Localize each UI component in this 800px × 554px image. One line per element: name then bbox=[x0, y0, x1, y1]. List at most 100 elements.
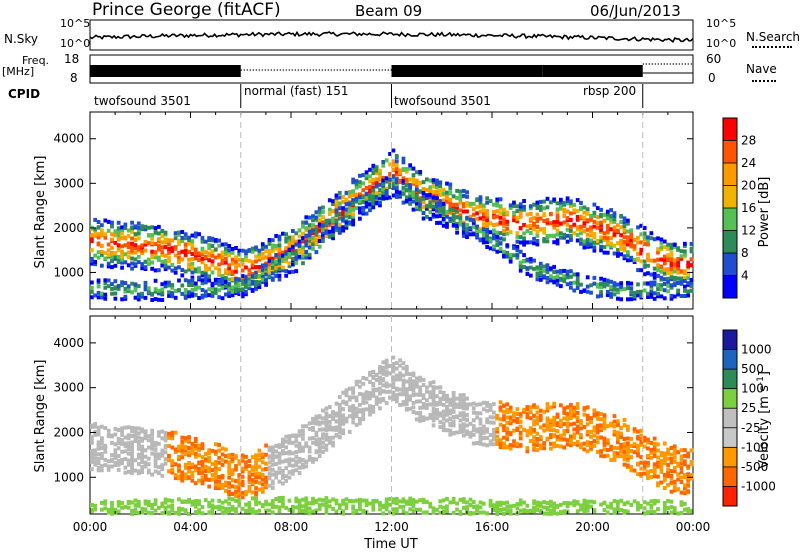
vel-cell bbox=[193, 454, 198, 459]
vel-cell bbox=[120, 438, 124, 443]
vel-axes-ytick-label-1: 2000 bbox=[53, 425, 84, 439]
vel-cell bbox=[492, 410, 496, 415]
vel-cell bbox=[602, 454, 607, 459]
power-cell bbox=[485, 233, 490, 238]
power-cell bbox=[394, 159, 399, 164]
vel-cell bbox=[331, 443, 335, 448]
power-cell bbox=[297, 239, 302, 244]
power-cell bbox=[471, 232, 476, 237]
power-cell bbox=[311, 214, 315, 219]
vel-cell bbox=[636, 435, 640, 440]
vel-cell bbox=[579, 442, 583, 447]
power-cell bbox=[183, 288, 188, 292]
vel-cell bbox=[90, 435, 94, 440]
power-cell bbox=[455, 206, 459, 211]
vel-cell bbox=[304, 459, 309, 464]
power-cell bbox=[170, 285, 175, 290]
vel-cell bbox=[401, 504, 406, 509]
power-cell bbox=[334, 193, 339, 198]
power-cell bbox=[602, 231, 607, 236]
vel-cell bbox=[538, 414, 543, 418]
vel-cell bbox=[190, 445, 195, 450]
vel-cell bbox=[334, 498, 339, 503]
vel-cell bbox=[428, 415, 433, 420]
power-cell bbox=[307, 233, 312, 238]
power-cell bbox=[672, 275, 677, 280]
power-cell bbox=[575, 272, 580, 277]
vel-cell bbox=[217, 507, 222, 511]
vel-cell bbox=[150, 446, 155, 451]
power-cell bbox=[227, 287, 232, 292]
vel-cell bbox=[686, 482, 691, 487]
power-cell bbox=[659, 237, 664, 242]
power-cell bbox=[301, 253, 305, 258]
power-cell bbox=[609, 279, 614, 284]
power-cell bbox=[686, 271, 691, 276]
vel-cell bbox=[371, 507, 376, 512]
vel-cell bbox=[636, 501, 640, 506]
power-cell bbox=[337, 201, 342, 206]
vel-cell bbox=[213, 482, 218, 487]
vel-cell bbox=[237, 482, 242, 487]
vel-cell bbox=[203, 457, 208, 462]
vel-cell bbox=[659, 465, 664, 470]
vel-cell bbox=[435, 394, 439, 399]
vel-cell bbox=[270, 447, 275, 452]
vel-cell bbox=[260, 487, 265, 492]
power-cell bbox=[260, 277, 265, 282]
power-cell bbox=[448, 197, 453, 202]
vel-cell bbox=[143, 507, 148, 512]
power-cell bbox=[250, 262, 255, 267]
vel-cell bbox=[565, 438, 570, 443]
power-cell bbox=[358, 180, 362, 185]
power-cell bbox=[669, 261, 674, 266]
power-cell bbox=[525, 266, 530, 271]
vel-cell bbox=[471, 401, 476, 406]
power-cell bbox=[408, 193, 413, 198]
power-cell bbox=[384, 192, 389, 197]
power-cell bbox=[542, 239, 547, 244]
vel-cell bbox=[679, 480, 684, 484]
vel-cell bbox=[130, 429, 134, 434]
vel-cell bbox=[254, 471, 258, 476]
noise-left-bottom-tick: 10^0 bbox=[60, 37, 91, 50]
power-cell bbox=[136, 221, 141, 226]
power-cell bbox=[116, 230, 121, 234]
power-cell bbox=[639, 251, 644, 256]
vel-cell bbox=[120, 426, 124, 431]
vel-cell bbox=[686, 451, 691, 456]
power-cell bbox=[592, 202, 597, 207]
vel-cell bbox=[599, 502, 603, 507]
vel-cell bbox=[589, 440, 593, 445]
power-cell bbox=[351, 177, 356, 182]
power-cell bbox=[364, 185, 369, 190]
vel-cell bbox=[220, 485, 225, 490]
vel-cell bbox=[341, 421, 346, 426]
power-cell bbox=[589, 290, 593, 295]
vel-cell bbox=[488, 403, 493, 408]
vel-cell bbox=[669, 460, 674, 465]
vel-cell bbox=[408, 394, 413, 399]
vel-cell bbox=[337, 405, 342, 410]
vel-cell bbox=[224, 488, 228, 493]
vel-cell bbox=[495, 500, 500, 505]
power-cell bbox=[130, 290, 134, 295]
power-cell bbox=[632, 247, 637, 252]
power-cbar-swatch-1 bbox=[723, 140, 737, 164]
vel-cell bbox=[123, 465, 128, 470]
vel-cell bbox=[103, 506, 108, 511]
vel-cell bbox=[240, 483, 245, 488]
vel-cell bbox=[150, 472, 155, 477]
power-cell bbox=[401, 156, 406, 161]
vel-cell bbox=[324, 435, 329, 440]
vel-cell bbox=[656, 442, 660, 447]
vel-cell bbox=[632, 468, 637, 473]
vel-cell bbox=[425, 385, 429, 390]
vel-cell bbox=[471, 432, 476, 437]
power-cell bbox=[314, 250, 319, 255]
vel-cell bbox=[173, 473, 178, 478]
vel-cell bbox=[662, 486, 667, 490]
power-cell bbox=[284, 232, 289, 237]
vel-cell bbox=[187, 461, 191, 465]
vel-cell bbox=[247, 485, 252, 490]
